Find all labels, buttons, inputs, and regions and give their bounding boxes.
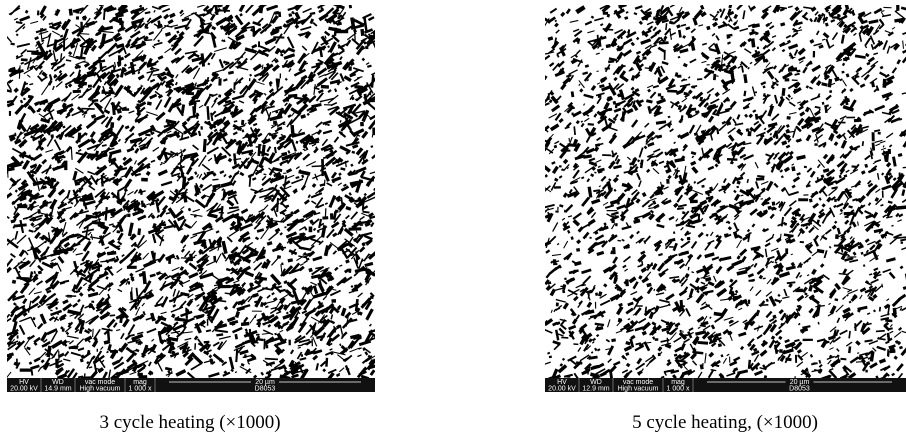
image-id: D8053 (789, 385, 810, 392)
sem-texture (545, 5, 906, 378)
databar-value: 20.00 kV (548, 385, 576, 392)
databar-label: HV (19, 379, 29, 386)
scale-label-bg (251, 378, 279, 386)
databar-value: 20.00 kV (10, 385, 38, 392)
image-id: D8053 (255, 385, 276, 392)
databar-label: mag (671, 379, 685, 386)
databar-label: vac mode (85, 379, 115, 386)
sem-texture (7, 5, 375, 378)
databar-value: High vacuum (80, 385, 121, 392)
databar-value: 14.9 mm (44, 385, 71, 392)
caption: 3 cycle heating (×1000) (99, 412, 280, 433)
databar-bg (545, 378, 906, 392)
databar-value: 1 000 x (667, 385, 690, 392)
databar-label: vac mode (623, 379, 653, 386)
databar-value: 1 000 x (129, 385, 152, 392)
databar-value: High vacuum (618, 385, 659, 392)
databar-value: 12.9 mm (582, 385, 609, 392)
databar-label: WD (52, 379, 64, 386)
scale-label: 20 µm (790, 379, 810, 386)
databar-label: HV (557, 379, 567, 386)
databar-label: WD (590, 379, 602, 386)
scale-label: 20 µm (255, 379, 275, 386)
databar-label: mag (133, 379, 147, 386)
scale-label-bg (785, 378, 814, 386)
databar-bg (7, 378, 375, 392)
caption: 5 cycle heating, (×1000) (632, 412, 818, 433)
